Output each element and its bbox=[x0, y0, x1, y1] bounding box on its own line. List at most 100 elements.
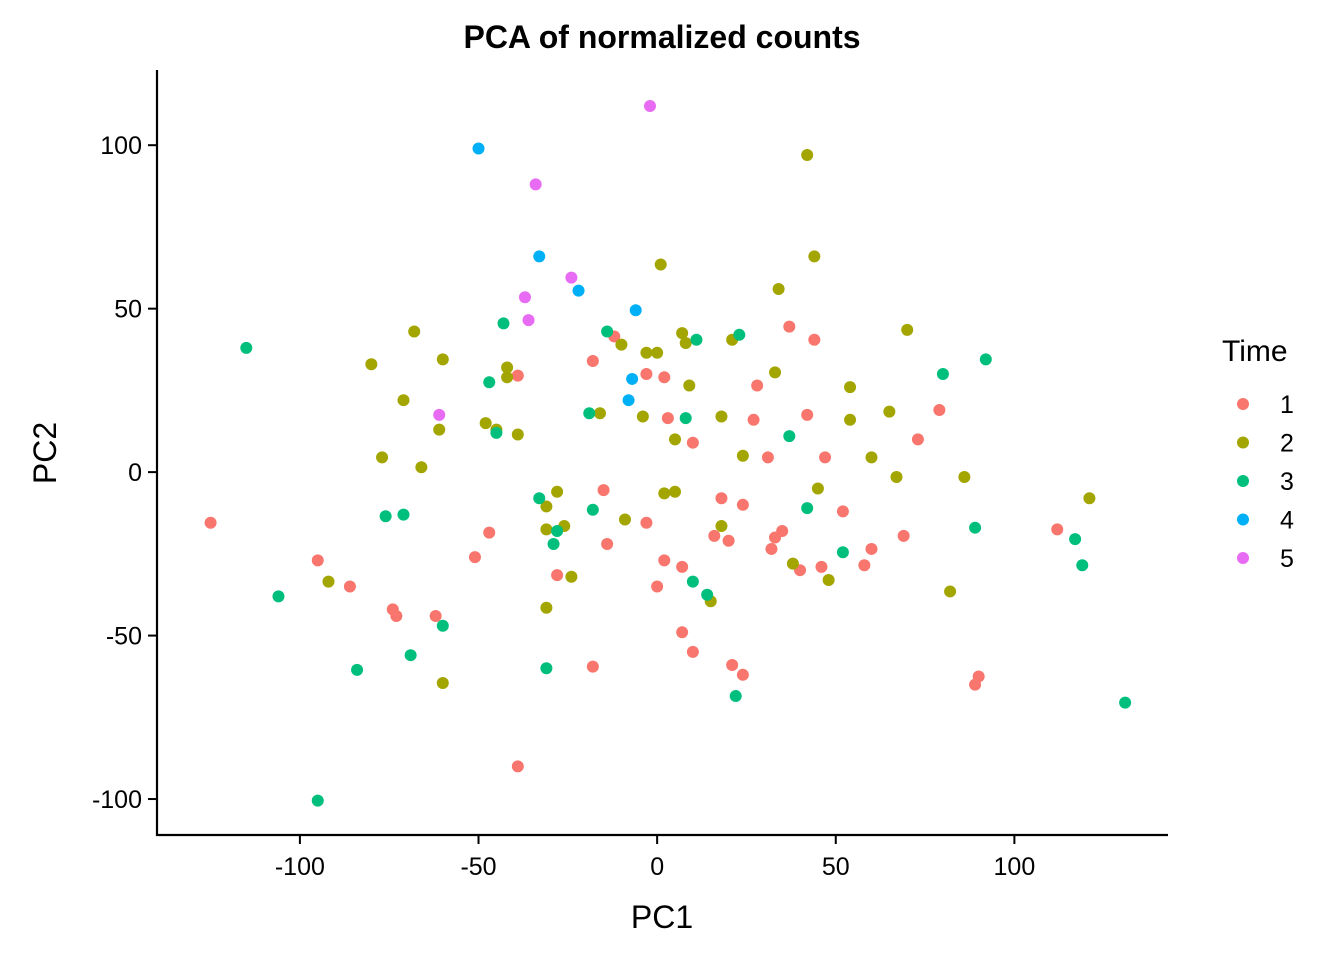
data-point-time-3 bbox=[490, 426, 503, 439]
data-point-time-2 bbox=[322, 575, 335, 588]
data-point-time-2 bbox=[676, 327, 689, 340]
data-point-time-2 bbox=[679, 336, 692, 349]
data-point-time-3 bbox=[1076, 559, 1089, 572]
data-point-time-2 bbox=[593, 407, 606, 420]
legend-title: Time bbox=[1222, 335, 1288, 368]
legend-marker-4 bbox=[1237, 513, 1249, 526]
data-point-time-1 bbox=[776, 524, 789, 537]
legend-label-5: 5 bbox=[1280, 545, 1294, 573]
data-point-time-2 bbox=[511, 428, 524, 441]
data-point-time-1 bbox=[390, 609, 403, 622]
data-point-time-1 bbox=[586, 660, 599, 673]
data-point-time-1 bbox=[972, 670, 985, 683]
data-point-time-4 bbox=[572, 284, 585, 297]
data-point-time-1 bbox=[736, 498, 749, 511]
data-point-time-2 bbox=[801, 149, 814, 161]
data-point-time-5 bbox=[529, 178, 542, 191]
data-point-time-1 bbox=[911, 433, 924, 446]
data-point-time-1 bbox=[836, 505, 849, 518]
data-point-time-3 bbox=[547, 538, 560, 551]
legend-label-3: 3 bbox=[1280, 468, 1294, 496]
data-point-time-2 bbox=[844, 381, 857, 394]
data-point-time-1 bbox=[865, 542, 878, 555]
data-point-time-3 bbox=[690, 333, 703, 346]
data-point-time-1 bbox=[676, 626, 689, 639]
x-axis-ticks: -100 -50 0 50 100 bbox=[275, 835, 1035, 881]
data-point-time-2 bbox=[658, 487, 671, 500]
data-point-time-1 bbox=[658, 554, 671, 567]
data-point-time-3 bbox=[733, 328, 746, 341]
data-point-time-2 bbox=[944, 585, 957, 598]
data-point-time-1 bbox=[747, 413, 760, 426]
data-point-time-1 bbox=[686, 436, 699, 449]
data-point-time-1 bbox=[551, 569, 564, 582]
data-point-time-2 bbox=[654, 258, 667, 271]
data-point-time-3 bbox=[601, 325, 614, 338]
chart-title: PCA of normalized counts bbox=[463, 19, 860, 55]
data-point-time-2 bbox=[769, 366, 782, 379]
data-point-time-3 bbox=[979, 353, 992, 366]
data-point-time-2 bbox=[1083, 492, 1096, 505]
x-tick-label: 100 bbox=[994, 853, 1036, 881]
data-point-time-1 bbox=[708, 529, 721, 542]
data-point-time-1 bbox=[658, 371, 671, 384]
data-point-time-2 bbox=[736, 449, 749, 462]
data-point-time-3 bbox=[783, 430, 796, 443]
data-point-time-3 bbox=[533, 492, 546, 505]
x-tick-label: 0 bbox=[650, 853, 664, 881]
x-axis-title: PC1 bbox=[631, 899, 693, 935]
data-point-time-2 bbox=[883, 405, 896, 418]
data-point-time-2 bbox=[618, 513, 631, 526]
data-point-time-1 bbox=[468, 551, 481, 564]
data-point-time-2 bbox=[540, 601, 553, 614]
data-point-time-5 bbox=[643, 99, 656, 112]
data-point-time-2 bbox=[669, 485, 682, 498]
data-point-time-3 bbox=[729, 690, 742, 703]
x-tick-label: 50 bbox=[822, 853, 850, 881]
data-point-time-3 bbox=[583, 407, 596, 420]
data-point-time-4 bbox=[626, 372, 639, 385]
data-point-time-3 bbox=[240, 341, 253, 354]
data-point-time-2 bbox=[408, 325, 421, 338]
data-point-time-2 bbox=[844, 413, 857, 426]
data-point-time-1 bbox=[511, 760, 524, 773]
data-point-time-1 bbox=[801, 408, 814, 421]
data-point-time-3 bbox=[436, 619, 449, 632]
data-point-time-5 bbox=[565, 271, 578, 284]
data-point-time-2 bbox=[890, 471, 903, 484]
y-tick-label: -100 bbox=[92, 786, 142, 814]
plot-area: -100 -50 0 50 100 -100 -50 0 50 100 bbox=[92, 70, 1168, 881]
data-point-time-2 bbox=[501, 361, 514, 374]
data-point-time-2 bbox=[636, 410, 649, 423]
data-point-time-2 bbox=[822, 574, 835, 586]
y-tick-label: 0 bbox=[128, 459, 142, 487]
data-point-time-3 bbox=[351, 663, 364, 676]
legend-label-1: 1 bbox=[1280, 391, 1294, 419]
data-point-time-2 bbox=[501, 371, 514, 384]
data-point-time-3 bbox=[379, 510, 392, 523]
data-point-time-2 bbox=[479, 417, 492, 430]
data-point-time-1 bbox=[722, 534, 735, 547]
data-point-time-1 bbox=[819, 451, 832, 464]
data-point-time-1 bbox=[640, 368, 653, 381]
data-point-time-4 bbox=[622, 394, 635, 407]
data-point-time-1 bbox=[808, 333, 821, 346]
data-point-time-5 bbox=[522, 314, 535, 327]
y-tick-label: -50 bbox=[106, 623, 142, 651]
data-point-time-3 bbox=[836, 546, 849, 559]
data-point-time-4 bbox=[533, 250, 546, 263]
legend-items: 1 2 3 4 5 bbox=[1237, 391, 1294, 573]
data-point-time-1 bbox=[715, 492, 728, 505]
data-point-time-3 bbox=[551, 524, 564, 537]
data-point-time-3 bbox=[311, 794, 324, 807]
data-point-time-2 bbox=[615, 338, 628, 351]
data-point-time-1 bbox=[686, 645, 699, 658]
data-point-time-1 bbox=[751, 379, 764, 392]
data-point-time-3 bbox=[801, 502, 814, 515]
data-point-time-3 bbox=[701, 588, 714, 601]
x-tick-label: -50 bbox=[460, 853, 496, 881]
data-point-time-1 bbox=[429, 609, 442, 622]
data-point-time-2 bbox=[772, 283, 785, 296]
data-point-time-2 bbox=[811, 482, 824, 495]
